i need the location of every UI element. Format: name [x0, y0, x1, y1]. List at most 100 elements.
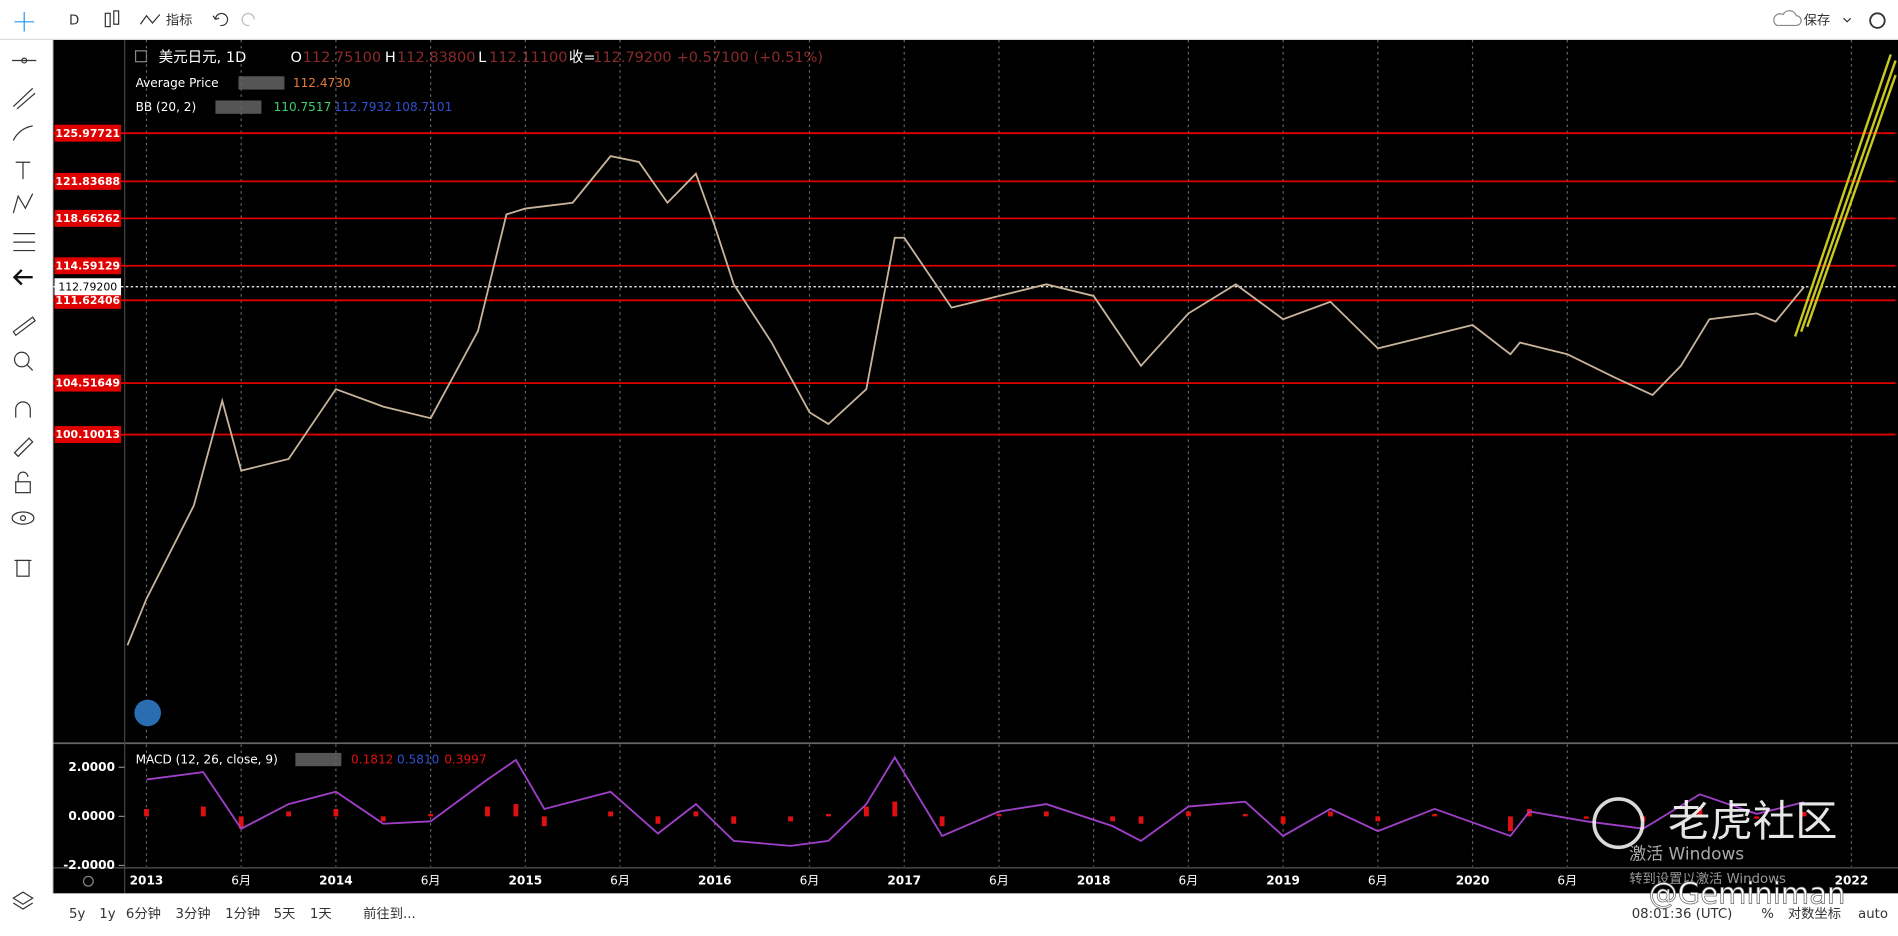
histogram-bar	[1508, 816, 1513, 832]
histogram-bar	[1328, 811, 1333, 817]
range-button[interactable]: 5天	[274, 907, 296, 922]
crosshair-button[interactable]	[14, 12, 34, 32]
x-tick-label: 2017	[887, 874, 921, 888]
histogram-bar	[1110, 816, 1116, 822]
level-label-box	[54, 291, 122, 309]
x-tick-label: 6月	[1368, 874, 1388, 888]
visibility-tool[interactable]	[11, 511, 35, 525]
macd-value: 0.5810	[397, 753, 439, 767]
histogram-bar	[541, 816, 547, 827]
x-tick-label: 2014	[319, 874, 353, 888]
lock-drawing-tool[interactable]	[13, 437, 34, 458]
price-label: 112.79200	[58, 280, 117, 293]
histogram-bar	[788, 816, 793, 822]
histogram-bar	[1697, 809, 1703, 817]
histogram-bar	[1280, 816, 1286, 824]
range-button[interactable]: 3分钟	[176, 905, 211, 922]
indicators-button[interactable]: 指标	[166, 13, 193, 29]
left-toolbar	[11, 39, 54, 910]
undo-button[interactable]	[212, 12, 229, 27]
histogram-bar	[513, 804, 519, 817]
histogram-bar	[485, 806, 490, 817]
x-tick-label: 6月	[800, 874, 820, 888]
range-button[interactable]: 1y	[99, 907, 115, 922]
trend-drawing	[1793, 54, 1897, 337]
histogram-bar	[996, 813, 1002, 817]
bottom-bar: 前往到... 08:01:36 (UTC) % 对数坐标 auto 5y 1y 6分…	[69, 905, 1888, 922]
chart-type-button[interactable]	[104, 10, 120, 28]
line-tool[interactable]	[12, 57, 37, 64]
histogram-bar	[144, 809, 149, 817]
level-label: 104.51649	[55, 377, 120, 390]
level-label-box	[54, 257, 122, 275]
y-tick-label: 2.0000	[68, 760, 115, 774]
magnet-tool[interactable]	[15, 401, 31, 418]
watermark-brand: 老虎社区	[1668, 797, 1837, 846]
brush-tool[interactable]	[12, 125, 33, 141]
save-button[interactable]: 保存	[1804, 13, 1831, 29]
open-value: 112.75100	[303, 50, 382, 66]
macd-signal: 0.3997	[444, 753, 486, 767]
bb-mid: 110.7517	[274, 100, 332, 114]
settings-button[interactable]	[1869, 12, 1886, 29]
high-label: H	[385, 50, 396, 66]
redo-button[interactable]	[241, 12, 255, 27]
level-label-box	[54, 209, 122, 227]
ruler-tool[interactable]	[12, 316, 36, 337]
histogram-bar	[380, 816, 386, 822]
measure-lines-tool[interactable]	[13, 233, 36, 252]
histogram-bar	[200, 806, 206, 817]
legend: 美元日元, 1D O 112.75100 H 112.83800 L 112.1…	[134, 49, 823, 767]
range-button[interactable]: 1天	[310, 907, 332, 922]
x-tick-label: 2018	[1077, 874, 1111, 888]
avg-name: Average Price	[136, 76, 219, 90]
level-label-box	[54, 124, 122, 142]
range-button[interactable]: 1分钟	[225, 905, 260, 922]
zoom-tool[interactable]	[13, 351, 34, 371]
goto-button[interactable]: 前往到...	[363, 905, 416, 922]
close-value: 112.79200	[593, 50, 672, 66]
level-label: 121.83688	[55, 175, 120, 188]
delete-tool[interactable]	[14, 559, 32, 577]
watermark-logo	[1592, 797, 1645, 850]
level-label-box	[54, 426, 122, 444]
histogram-bar	[863, 806, 869, 817]
low-value: 112.11100	[489, 50, 567, 66]
histogram-bar	[939, 816, 945, 827]
clock: 08:01:36 (UTC)	[1632, 907, 1733, 922]
range-button[interactable]: 6分钟	[126, 905, 161, 922]
macd-line	[146, 755, 1805, 847]
x-tick-label: 6月	[989, 874, 1009, 888]
histogram-bar	[1375, 816, 1381, 822]
x-tick-label: 6月	[610, 874, 630, 888]
histogram-bar	[1138, 816, 1144, 824]
collapse-button[interactable]	[134, 50, 148, 63]
save-menu[interactable]	[1843, 17, 1852, 23]
histogram-bar	[1754, 816, 1760, 819]
percent-toggle[interactable]: %	[1761, 907, 1774, 922]
histogram-bar	[892, 801, 898, 817]
layers-button[interactable]	[12, 891, 34, 910]
pattern-tool[interactable]	[12, 193, 34, 214]
histogram-bar	[1583, 816, 1589, 819]
histogram-bar	[608, 811, 614, 817]
log-toggle[interactable]: 对数坐标	[1788, 906, 1841, 922]
x-tick-label: 6月	[1557, 874, 1577, 888]
text-tool[interactable]	[15, 161, 31, 180]
indicator-controls[interactable]	[295, 752, 342, 767]
lock-tool[interactable]	[15, 471, 31, 494]
interval-button[interactable]: D	[69, 14, 79, 29]
bb-name: BB (20, 2)	[136, 100, 197, 114]
axis-settings[interactable]	[82, 875, 94, 887]
back-button[interactable]	[12, 269, 33, 286]
symbol: 美元日元, 1D	[159, 49, 247, 66]
indicator-controls[interactable]	[238, 76, 285, 90]
range-button[interactable]: 5y	[69, 907, 85, 922]
trend-tool[interactable]	[12, 87, 36, 110]
watermark-author: @Geminiman	[1649, 877, 1846, 911]
histogram-bar	[1185, 811, 1191, 817]
x-tick-label: 2015	[509, 874, 543, 888]
auto-toggle[interactable]: auto	[1858, 907, 1888, 922]
low-label: L	[478, 50, 487, 66]
indicator-controls[interactable]	[215, 100, 262, 114]
